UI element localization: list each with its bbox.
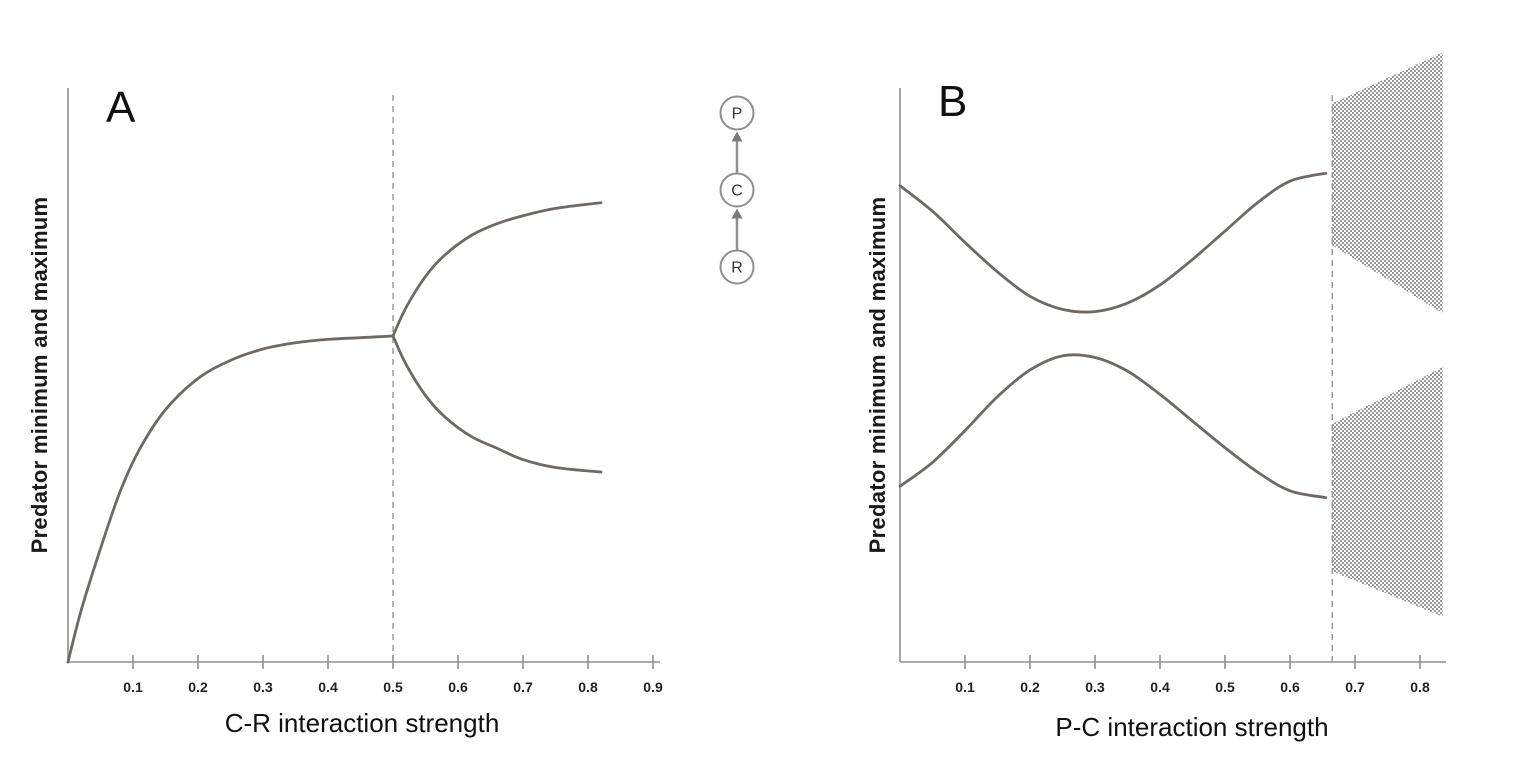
x-tick-label: 0.2 [1020, 679, 1040, 695]
panel-a-plot: 0.1 0.2 0.3 0.4 0.5 0.6 0.7 0.8 0.9 [66, 88, 663, 695]
food-chain-node-C [719, 172, 755, 208]
panel-a-y-axis-label: Predator minimum and maximum [27, 196, 52, 554]
x-tick-label: 0.9 [643, 679, 663, 695]
region-chaotic-maxima-band [1332, 52, 1443, 314]
x-tick-label: 0.1 [955, 679, 975, 695]
x-tick-label: 0.5 [1215, 679, 1235, 695]
panel-b-y-axis-label: Predator minimum and maximum [865, 196, 890, 554]
x-tick-label: 0.1 [123, 679, 143, 695]
x-tick-label: 0.6 [1280, 679, 1300, 695]
region-chaotic-minima-band [1332, 367, 1443, 617]
series-stable-equilibrium [66, 334, 395, 664]
x-tick-label: 0.2 [188, 679, 208, 695]
x-tick-label: 0.4 [318, 679, 338, 695]
x-tick-label: 0.8 [578, 679, 598, 695]
food-chain-node-label: P [732, 106, 743, 123]
x-tick-label: 0.5 [383, 679, 403, 695]
x-tick-label: 0.3 [253, 679, 273, 695]
arrowhead-icon [731, 131, 743, 142]
x-tick-label: 0.8 [1410, 679, 1430, 695]
food-chain-node-P [719, 95, 755, 131]
panel-a-x-axis-label: C-R interaction strength [224, 708, 500, 738]
x-tick-label: 0.6 [448, 679, 468, 695]
arrowhead-icon [731, 208, 743, 219]
food-chain-node-R [719, 249, 755, 285]
x-tick-label: 0.7 [513, 679, 533, 695]
x-tick-label: 0.4 [1150, 679, 1170, 695]
x-tick-label: 0.7 [1345, 679, 1365, 695]
series-predator-minimum [391, 334, 603, 474]
x-tick-label: 0.3 [1085, 679, 1105, 695]
panel-a-label: A [106, 83, 136, 132]
panel-b-plot: 0.1 0.2 0.3 0.4 0.5 0.6 0.7 0.8 [898, 52, 1446, 695]
series-predator-maximum [898, 171, 1328, 314]
food-chain-node-label: C [731, 183, 743, 200]
food-chain-inset: P C R [719, 95, 755, 285]
series-predator-maximum [391, 201, 603, 338]
panel-b-label: B [938, 77, 968, 126]
series-predator-minimum [898, 353, 1328, 499]
food-chain-node-label: R [731, 260, 743, 277]
panel-b-x-axis-label: P-C interaction strength [1055, 712, 1329, 742]
